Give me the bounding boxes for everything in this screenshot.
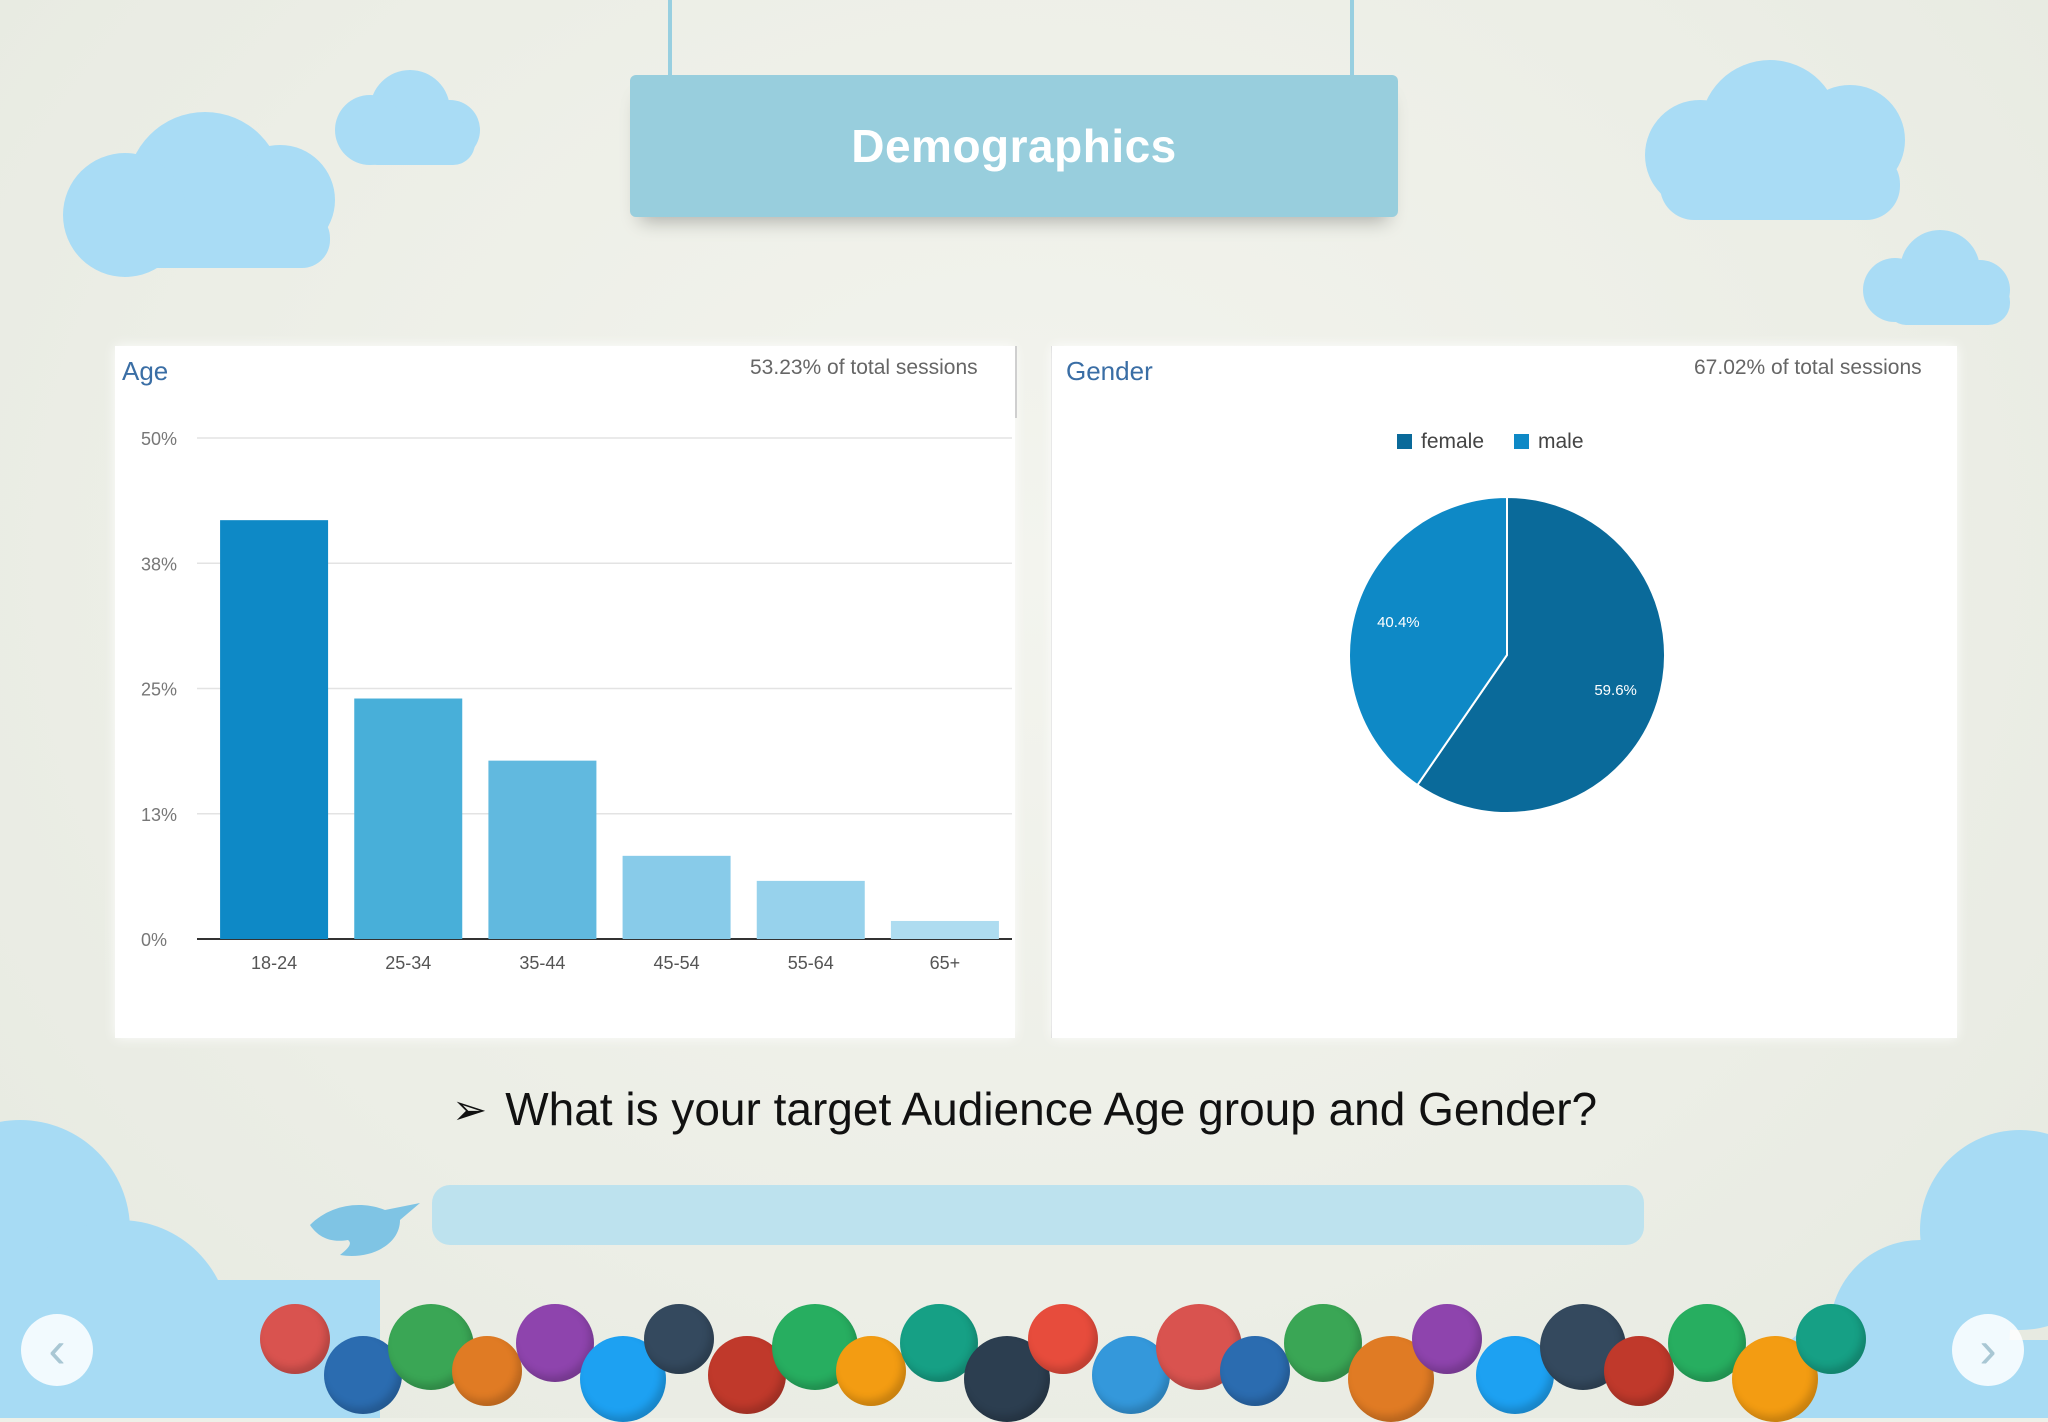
question-text: What is your target Audience Age group a… (505, 1083, 1598, 1135)
slide-title: Demographics (851, 120, 1177, 172)
y-tick-label: 13% (141, 805, 177, 825)
pie-value-label: 59.6% (1594, 682, 1637, 699)
x-tick-label: 55-64 (788, 953, 834, 973)
y-tick-label: 38% (141, 554, 177, 574)
rss-icon (260, 1304, 330, 1374)
bar-45-54 (622, 855, 731, 939)
reddit-icon (836, 1336, 906, 1406)
arrow-bullet-icon: ➢ (452, 1085, 488, 1133)
age-bar-chart: 0% 13% 25% 38% 50% 18-24 25-34 35-44 45-54 55-64 6… (141, 429, 1012, 973)
x-tick-label: 65+ (930, 953, 961, 973)
pie-value-label: 40.4% (1377, 614, 1420, 631)
bar-18-24 (220, 520, 329, 939)
age-panel-title: Age (122, 356, 169, 386)
cloud-decoration-right (1645, 60, 2010, 325)
share-icon (1796, 1304, 1866, 1374)
cloud-decoration-left (63, 70, 480, 277)
bar-25-34 (354, 698, 463, 939)
gender-pie-chart: 59.6% 40.4% female male (1348, 430, 1666, 814)
gender-chart-panel: Gender 67.02% of total sessions 59.6% 40.… (1052, 346, 1957, 1038)
bar-35-44 (488, 760, 597, 939)
legend-swatch-female (1397, 434, 1412, 449)
legend-swatch-male (1514, 434, 1529, 449)
legend-label-male: male (1538, 430, 1584, 453)
x-tick-label: 35-44 (519, 953, 565, 973)
y-tick-label: 50% (141, 429, 177, 449)
pie-slice-female (1415, 495, 1666, 814)
gender-panel-title: Gender (1066, 356, 1153, 386)
x-tick-label: 45-54 (654, 953, 700, 973)
tumblr-icon (1604, 1336, 1674, 1406)
age-chart-panel: Age 53.23% of total sessions 0% 13% 25% 38%… (115, 346, 1015, 1038)
y-tick-label: 0% (141, 930, 167, 950)
age-panel-subtitle: 53.23% of total sessions (750, 356, 978, 379)
digg-icon (452, 1336, 522, 1406)
twitter-bird-icon (310, 1203, 420, 1256)
legend-label-female: female (1421, 430, 1484, 453)
previous-slide-button[interactable]: ‹ (21, 1314, 93, 1386)
blogger-icon (1028, 1304, 1098, 1374)
bar-65+ (890, 920, 999, 939)
x-tick-label: 18-24 (251, 953, 297, 973)
pinterest-icon (1412, 1304, 1482, 1374)
gender-panel-subtitle: 67.02% of total sessions (1694, 356, 1922, 379)
banner-wire-left (668, 0, 672, 78)
pie-slice-male (1348, 495, 1508, 787)
x-tick-label: 25-34 (385, 953, 431, 973)
panel-separator (1015, 346, 1017, 418)
y-tick-label: 25% (141, 680, 177, 700)
social-icons-pile (260, 1296, 1866, 1422)
youtube-icon (1220, 1336, 1290, 1406)
next-slide-button[interactable]: › (1952, 1314, 2024, 1386)
bar-55-64 (756, 880, 865, 939)
banner-wire-right (1350, 0, 1354, 78)
title-banner: Demographics (630, 75, 1398, 217)
decorative-bar (432, 1185, 1644, 1245)
wordpress-icon (644, 1304, 714, 1374)
question-line: ➢ What is your target Audience Age group… (452, 1082, 1652, 1136)
